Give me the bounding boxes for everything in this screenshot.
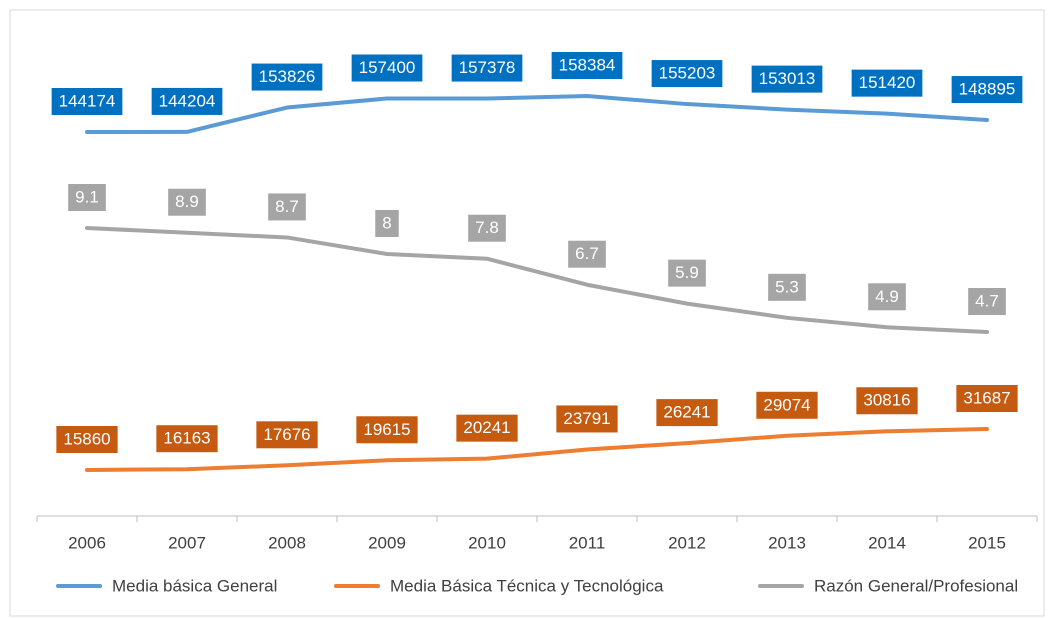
value-label: 153826	[259, 67, 316, 86]
value-label-box	[56, 426, 118, 453]
value-label: 19615	[363, 420, 410, 439]
x-tick-label: 2006	[68, 533, 106, 552]
value-label: 155203	[659, 64, 716, 83]
value-label: 8.9	[175, 192, 199, 211]
value-label-box	[968, 288, 1006, 315]
value-label-box	[956, 385, 1018, 412]
value-label: 30816	[863, 391, 910, 410]
value-label-box	[251, 63, 323, 91]
value-label-box	[868, 283, 906, 311]
value-label: 8	[382, 213, 391, 232]
value-label: 20241	[463, 418, 510, 437]
value-label: 26241	[663, 403, 710, 422]
value-label: 5.3	[775, 277, 799, 296]
series-line	[85, 94, 989, 134]
value-label: 31687	[963, 388, 1010, 407]
value-label-box	[256, 421, 318, 449]
value-label-box	[756, 391, 818, 419]
value-label-box	[168, 188, 206, 216]
value-label: 6.7	[575, 244, 599, 263]
series-line	[85, 226, 989, 334]
value-label: 153013	[759, 69, 816, 88]
value-label: 16163	[163, 429, 210, 448]
x-tick-label: 2007	[168, 533, 206, 552]
value-label: 15860	[63, 429, 110, 448]
legend-label: Media Básica Técnica y Tecnológica	[390, 576, 664, 595]
value-label-box	[751, 65, 823, 93]
value-label-box	[451, 54, 523, 82]
x-tick-label: 2010	[468, 533, 506, 552]
legend-label: Media básica General	[112, 576, 277, 595]
value-label-box	[568, 240, 606, 268]
value-label-box	[51, 88, 123, 115]
value-label: 157378	[459, 58, 516, 77]
value-label: 148895	[959, 80, 1016, 99]
x-tick-label: 2015	[968, 533, 1006, 552]
legend-label: Razón General/Profesional	[814, 576, 1018, 595]
value-label: 17676	[263, 425, 310, 444]
x-tick-label: 2008	[268, 533, 306, 552]
x-tick-label: 2013	[768, 533, 806, 552]
chart-frame	[9, 9, 1045, 617]
value-label: 4.9	[875, 287, 899, 306]
value-label-box	[151, 87, 223, 115]
value-label-box	[456, 414, 518, 442]
value-label: 8.7	[275, 197, 299, 216]
value-label: 151420	[859, 73, 916, 92]
value-label: 144174	[59, 91, 116, 110]
x-tick-label: 2012	[668, 533, 706, 552]
value-label: 9.1	[75, 187, 99, 206]
value-label-box	[468, 214, 506, 242]
value-label-box	[551, 52, 623, 79]
value-label: 144204	[159, 91, 216, 110]
value-label-box	[375, 210, 399, 237]
x-tick-label: 2011	[569, 533, 606, 552]
value-label-box	[556, 405, 618, 433]
value-label: 29074	[763, 395, 810, 414]
value-label-box	[68, 184, 106, 211]
value-label: 5.9	[675, 263, 699, 282]
value-label-box	[356, 416, 418, 444]
series-line	[85, 427, 989, 472]
value-label-box	[656, 399, 718, 427]
value-label: 7.8	[475, 218, 499, 237]
value-label-box	[268, 193, 306, 221]
x-tick-label: 2009	[368, 533, 406, 552]
value-label-box	[856, 387, 918, 415]
value-label-box	[951, 76, 1023, 104]
value-label-box	[768, 273, 806, 301]
value-label-box	[351, 54, 423, 82]
value-label-box	[156, 425, 218, 453]
x-tick-label: 2014	[868, 533, 906, 552]
value-label: 158384	[559, 55, 616, 74]
value-label-box	[851, 69, 923, 97]
value-label-box	[651, 60, 723, 88]
value-label: 23791	[563, 409, 610, 428]
value-label: 4.7	[975, 291, 999, 310]
value-label-box	[668, 259, 706, 287]
value-label: 157400	[359, 58, 416, 77]
